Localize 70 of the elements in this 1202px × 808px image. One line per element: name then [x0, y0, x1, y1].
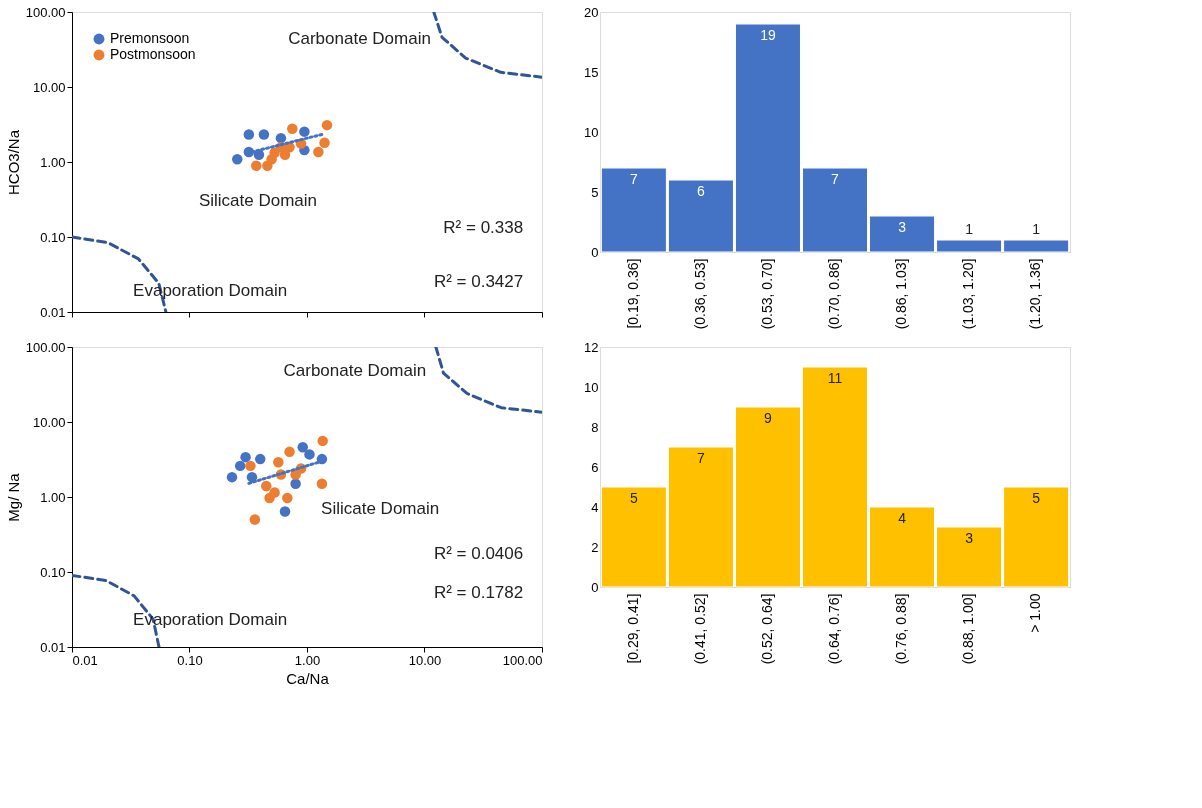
x-tick-label: 0.10 — [177, 652, 203, 668]
y-tick-label: 10 — [584, 124, 599, 140]
annotation: R² = 0.3427 — [433, 272, 524, 291]
annotation: Carbonate Domain — [288, 29, 431, 48]
x-tick-label: [0.19, 0.36] — [624, 258, 641, 329]
x-tick-label: (0.86, 1.03] — [893, 258, 910, 330]
y-tick-label: 0.01 — [40, 639, 66, 655]
x-tick-label: 1.00 — [294, 652, 321, 668]
x-tick-label: (0.64, 0.76] — [826, 593, 842, 665]
data-label: 5 — [629, 490, 638, 506]
data-label: 7 — [697, 450, 706, 466]
x-tick-label: (0.36, 0.53] — [691, 258, 708, 330]
x-tick-label: 10.00 — [408, 652, 442, 668]
x-tick-label: (1.03, 1.20] — [960, 258, 977, 330]
annotation: Silicate Domain — [321, 499, 440, 518]
x-tick-label: (0.52, 0.64] — [758, 593, 775, 665]
y-tick-label: 8 — [591, 419, 599, 435]
data-label: 7 — [629, 171, 638, 187]
x-tick-label: (0.53, 0.70] — [758, 258, 775, 330]
x-tick-label: (0.76, 0.88] — [893, 593, 910, 665]
data-label: 9 — [764, 410, 773, 426]
x-tick-label: [0.29, 0.41] — [624, 593, 641, 664]
y-axis-title: Mg/ Na — [4, 472, 22, 522]
y-tick-label: 1.00 — [40, 489, 66, 505]
y-tick-label: 100.00 — [25, 339, 66, 355]
y-tick-label: 0 — [591, 579, 599, 595]
data-label: 3 — [898, 219, 907, 235]
annotation: R² = 0.1782 — [433, 583, 524, 602]
x-tick-label: 0.01 — [72, 652, 98, 668]
x-tick-label: 100.00 — [502, 652, 543, 668]
y-tick-label: 10 — [584, 379, 599, 395]
y-tick-label: 0.10 — [40, 564, 66, 580]
legend-label: Postmonsoon — [110, 46, 196, 62]
annotation: Silicate Domain — [198, 191, 318, 210]
data-label: 7 — [831, 171, 840, 187]
data-label: 11 — [827, 370, 843, 386]
data-label: 1 — [1032, 221, 1041, 237]
y-tick-label: 0.10 — [40, 229, 66, 245]
data-label: 3 — [965, 530, 974, 546]
x-axis-title: Ca/Na — [286, 669, 330, 687]
y-tick-label: 6 — [591, 459, 599, 475]
x-tick-label: (0.88, 1.00] — [960, 593, 977, 665]
x-tick-label: (0.70, 0.86] — [826, 258, 842, 330]
y-tick-label: 12 — [584, 339, 599, 355]
legend-label: Premonsoon — [110, 30, 190, 46]
data-label: 6 — [697, 183, 706, 199]
data-label: 1 — [965, 221, 974, 237]
data-label: 19 — [760, 27, 776, 43]
y-tick-label: 100.00 — [25, 4, 66, 20]
x-tick-label: (0.41, 0.52] — [691, 593, 708, 665]
y-tick-label: 1.00 — [40, 154, 66, 170]
annotation: R² = 0.0406 — [433, 544, 524, 563]
data-label: 4 — [898, 510, 907, 526]
y-tick-label: 20 — [584, 4, 599, 20]
annotation: Carbonate Domain — [283, 361, 427, 380]
y-tick-label: 5 — [591, 184, 599, 200]
y-tick-label: 0 — [591, 244, 599, 260]
annotation: Evaporation Domain — [133, 281, 288, 300]
x-tick-label: (1.20, 1.36] — [1027, 258, 1044, 330]
annotation: R² = 0.338 — [443, 218, 524, 237]
data-label: 5 — [1032, 490, 1041, 506]
y-tick-label: 15 — [584, 64, 599, 80]
x-tick-label: > 1.00 — [1027, 593, 1044, 633]
y-tick-label: 10.00 — [32, 414, 66, 430]
y-axis-title: HCO3/Na — [4, 129, 22, 196]
y-tick-label: 0.01 — [40, 304, 66, 320]
y-tick-label: 10.00 — [32, 79, 66, 95]
annotation: Evaporation Domain — [133, 610, 288, 629]
y-tick-label: 4 — [591, 499, 599, 515]
y-tick-label: 2 — [591, 539, 599, 555]
